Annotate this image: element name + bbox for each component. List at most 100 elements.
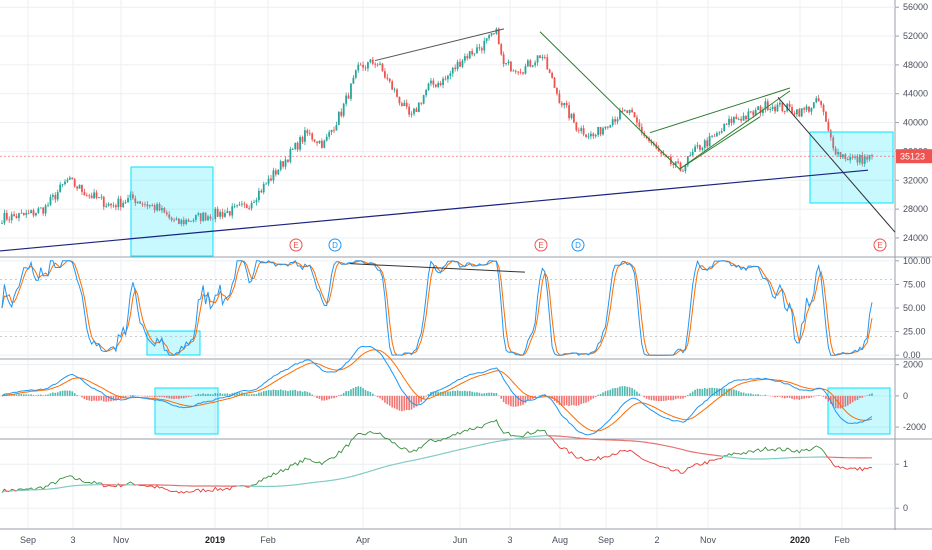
macd-histogram-bar — [764, 394, 767, 396]
candle-body — [829, 130, 832, 138]
macd-histogram-bar — [342, 392, 345, 396]
macd-histogram-bar — [466, 391, 469, 396]
macd-histogram-bar — [519, 395, 522, 406]
macd-histogram-bar — [156, 395, 158, 397]
candle-body — [449, 73, 452, 76]
macd-histogram-bar — [265, 390, 267, 396]
candle-body — [580, 128, 583, 131]
candle-body — [582, 128, 585, 135]
candle-body — [100, 196, 103, 198]
macd-histogram-bar — [568, 395, 570, 407]
event-marker-dividend[interactable]: D — [328, 238, 342, 252]
macd-histogram-bar — [403, 395, 406, 411]
macd-histogram-bar — [459, 391, 461, 396]
candle-body — [219, 211, 222, 217]
relative-moving-average-segment — [9, 490, 15, 492]
macd-histogram-bar — [289, 390, 292, 396]
macd-histogram-bar — [437, 391, 440, 396]
candle-body — [597, 126, 600, 136]
macd-histogram-bar — [587, 395, 590, 402]
candle-body — [32, 210, 35, 216]
event-marker-earnings[interactable]: E — [534, 238, 548, 252]
macd-histogram-bar — [418, 395, 420, 404]
channel-lower-line — [679, 90, 791, 170]
macd-histogram-bar — [197, 393, 200, 396]
candle-body — [153, 205, 156, 211]
candle-body — [144, 203, 146, 205]
macd-histogram-bar — [355, 386, 357, 396]
candle-body — [296, 142, 299, 150]
candle-body — [679, 162, 682, 171]
candle-body — [131, 194, 134, 199]
macd-histogram-bar — [454, 390, 456, 396]
macd-histogram-bar — [371, 393, 374, 396]
candle-body — [480, 48, 483, 51]
macd-histogram-bar — [718, 388, 721, 396]
candle-body — [541, 57, 544, 59]
stochastic-k-line — [1, 259, 873, 356]
macd-histogram-bar — [226, 393, 229, 396]
price-y-tick-label: 56000 — [903, 2, 928, 12]
resistance-trendline — [374, 28, 505, 62]
event-marker-dividend[interactable]: D — [571, 238, 585, 252]
candle-body — [684, 165, 687, 172]
candle-body — [795, 109, 798, 115]
candle-body — [505, 63, 507, 65]
breakdown-trendline — [777, 97, 896, 233]
candle-body — [468, 51, 471, 59]
macd-histogram-bar — [345, 391, 347, 396]
macd-histogram-bar — [415, 395, 418, 407]
candle-body — [71, 177, 74, 180]
candle-body — [76, 186, 79, 189]
candle-body — [587, 136, 590, 138]
macd-histogram-bar — [856, 395, 859, 400]
macd-histogram-bar — [308, 392, 311, 396]
candle-body — [757, 106, 760, 110]
macd-histogram-bar — [49, 393, 52, 396]
candle-body — [354, 70, 357, 78]
candle-body — [546, 57, 549, 70]
macd-histogram-bar — [846, 395, 849, 406]
candle-body — [602, 128, 604, 135]
macd-histogram-bar — [27, 394, 30, 396]
macd-histogram-bar — [64, 390, 66, 396]
macd-histogram-bar — [59, 391, 61, 396]
candle-body — [740, 118, 743, 121]
candle-body — [633, 112, 636, 118]
macd-histogram-bar — [18, 394, 20, 396]
macd-histogram-bar — [468, 391, 471, 396]
macd-histogram-bar — [284, 390, 287, 396]
event-marker-earnings[interactable]: E — [289, 238, 303, 252]
macd-histogram-bar — [759, 395, 762, 396]
macd-histogram-bar — [277, 390, 280, 396]
macd-histogram-bar — [420, 395, 423, 402]
relative-moving-average-segment — [825, 456, 872, 459]
macd-histogram-bar — [173, 395, 175, 399]
relative-line-segment — [137, 484, 238, 494]
event-marker-earnings[interactable]: E — [873, 238, 887, 252]
candle-body — [723, 123, 726, 132]
candle-body — [456, 61, 459, 70]
macd-histogram-bar — [776, 395, 779, 398]
candle-body — [720, 131, 723, 133]
candle-body — [798, 109, 801, 117]
macd-histogram-bar — [696, 388, 699, 396]
highlight-box — [809, 131, 894, 204]
candle-body — [81, 184, 83, 192]
candle-body — [364, 67, 367, 69]
macd-histogram-bar — [447, 391, 449, 396]
candle-body — [822, 104, 825, 112]
macd-histogram-bar — [728, 388, 730, 396]
candle-body — [716, 133, 718, 137]
macd-histogram-bar — [783, 395, 786, 399]
candle-body — [514, 70, 517, 72]
macd-histogram-bar — [364, 390, 367, 396]
candle-body — [682, 170, 684, 172]
candle-body — [478, 47, 481, 49]
macd-histogram-bar — [757, 394, 759, 396]
candle-body — [388, 78, 391, 82]
candle-body — [367, 62, 369, 69]
candle-body — [56, 192, 59, 200]
candle-body — [20, 212, 23, 214]
